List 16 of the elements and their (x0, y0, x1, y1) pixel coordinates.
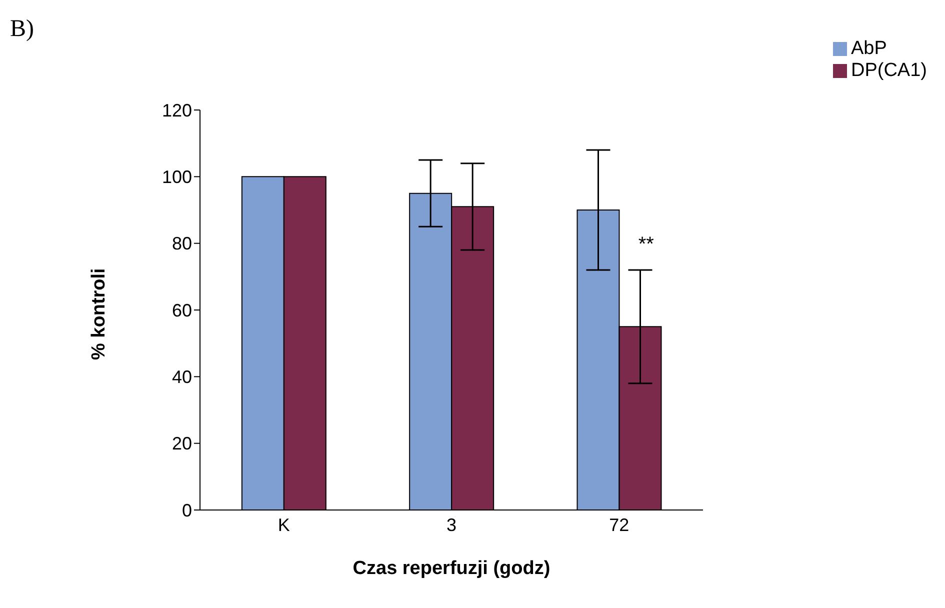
chart-title: B) (10, 16, 34, 43)
y-tick-label: 20 (172, 434, 192, 454)
x-tick-label: K (278, 514, 290, 535)
annotation: ** (638, 233, 654, 256)
y-tick-label: 80 (172, 234, 192, 254)
y-axis-title: % kontroli (88, 268, 110, 360)
y-tick-label: 40 (172, 367, 192, 388)
x-tick-label: 72 (609, 514, 630, 535)
y-tick-label: 0 (182, 500, 192, 520)
x-axis-title: Czas reperfuzji (godz) (352, 558, 550, 579)
legend-label: AbP (850, 38, 887, 59)
y-tick-label: 120 (162, 100, 192, 120)
y-tick-label: 60 (172, 300, 192, 320)
x-tick-label: 3 (446, 514, 456, 535)
legend-label: DP(CA1) (850, 60, 927, 81)
y-tick-label: 100 (162, 167, 192, 188)
